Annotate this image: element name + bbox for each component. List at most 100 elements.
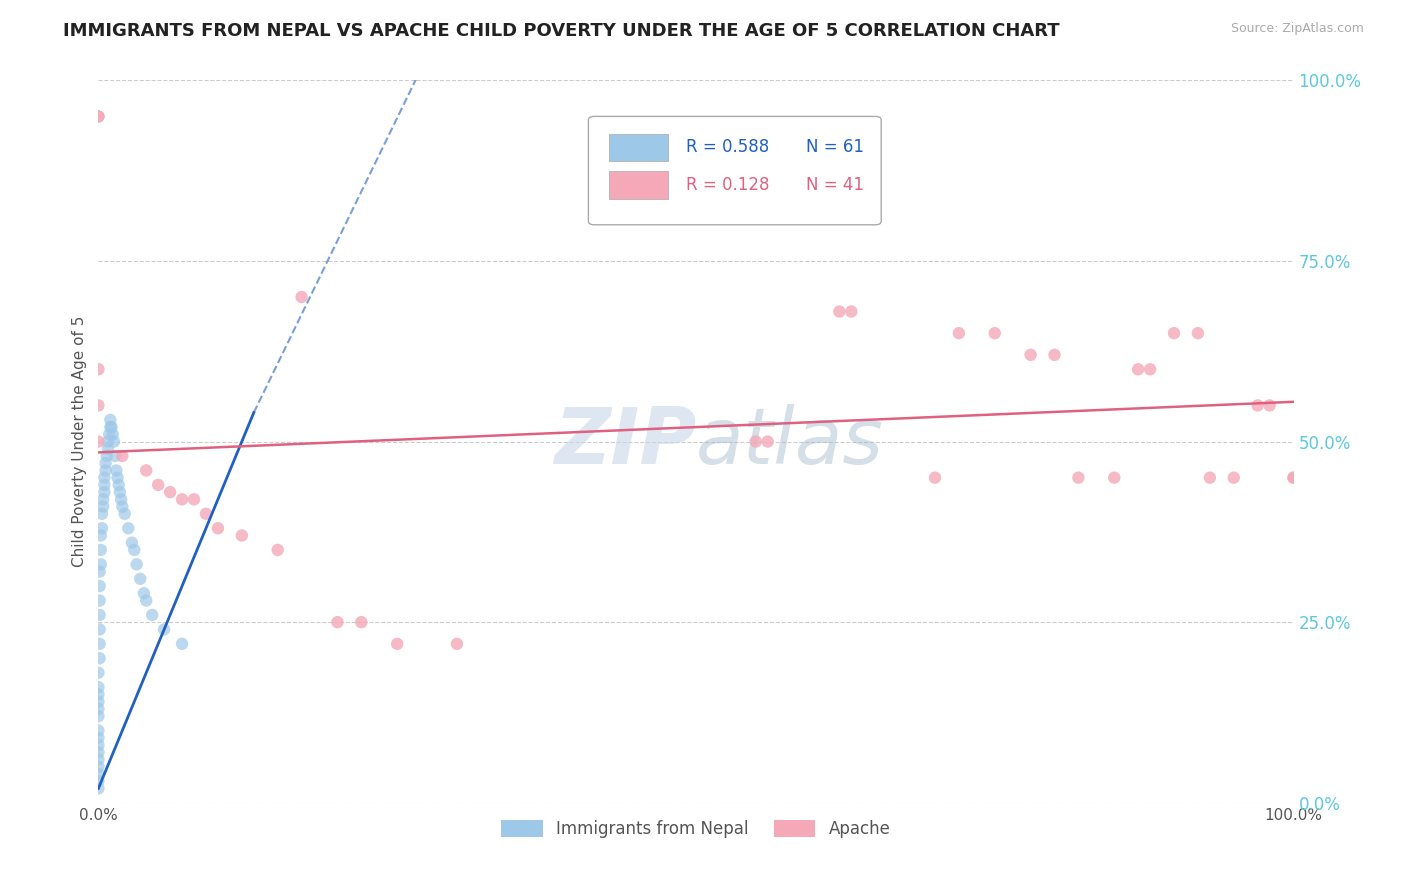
- FancyBboxPatch shape: [609, 171, 668, 199]
- Point: [87, 745, 110, 759]
- Point: [172, 492, 194, 507]
- Point: [326, 615, 349, 630]
- Point: [89, 637, 111, 651]
- Point: [87, 738, 110, 752]
- Point: [114, 507, 136, 521]
- Point: [948, 326, 970, 340]
- Point: [87, 752, 110, 766]
- Point: [135, 463, 157, 477]
- Text: N = 41: N = 41: [806, 176, 863, 194]
- Point: [87, 687, 110, 701]
- Point: [98, 420, 122, 434]
- Point: [89, 623, 111, 637]
- Point: [125, 558, 148, 572]
- FancyBboxPatch shape: [609, 134, 668, 161]
- Point: [148, 478, 170, 492]
- Point: [103, 434, 125, 449]
- Point: [87, 702, 110, 716]
- Point: [1258, 398, 1281, 412]
- Point: [141, 607, 163, 622]
- Point: [93, 485, 115, 500]
- Point: [117, 521, 139, 535]
- Point: [841, 304, 863, 318]
- Point: [132, 586, 155, 600]
- Point: [1067, 470, 1090, 484]
- Point: [108, 485, 131, 500]
- Point: [121, 535, 143, 549]
- Point: [89, 651, 111, 665]
- Point: [385, 637, 409, 651]
- Point: [350, 615, 373, 630]
- Point: [90, 528, 112, 542]
- Point: [828, 304, 851, 318]
- Point: [89, 607, 111, 622]
- Point: [1019, 348, 1042, 362]
- Point: [87, 110, 110, 124]
- Legend: Immigrants from Nepal, Apache: Immigrants from Nepal, Apache: [495, 814, 897, 845]
- Point: [291, 290, 314, 304]
- Text: ZIP: ZIP: [554, 403, 696, 480]
- Point: [87, 110, 110, 124]
- Point: [267, 542, 290, 557]
- Point: [1187, 326, 1209, 340]
- Point: [924, 470, 946, 484]
- Point: [111, 500, 134, 514]
- Point: [93, 478, 115, 492]
- Point: [231, 528, 253, 542]
- Point: [124, 542, 146, 557]
- Point: [100, 420, 122, 434]
- Point: [1223, 470, 1246, 484]
- Point: [159, 485, 181, 500]
- Point: [87, 362, 110, 376]
- Point: [87, 680, 110, 694]
- Y-axis label: Child Poverty Under the Age of 5: Child Poverty Under the Age of 5: [72, 316, 87, 567]
- Point: [89, 593, 111, 607]
- Point: [87, 781, 110, 796]
- Point: [87, 767, 110, 781]
- Point: [129, 572, 152, 586]
- Point: [195, 507, 218, 521]
- Point: [87, 398, 110, 412]
- Point: [101, 427, 124, 442]
- Point: [90, 542, 112, 557]
- Point: [756, 434, 779, 449]
- Point: [984, 326, 1007, 340]
- Point: [1282, 470, 1305, 484]
- Point: [91, 507, 114, 521]
- Point: [1199, 470, 1222, 484]
- Point: [87, 731, 110, 745]
- Point: [105, 463, 128, 477]
- Point: [153, 623, 176, 637]
- Point: [107, 470, 129, 484]
- Point: [207, 521, 229, 535]
- Text: R = 0.588: R = 0.588: [686, 138, 769, 156]
- Point: [90, 558, 112, 572]
- Point: [1247, 398, 1270, 412]
- Text: atlas: atlas: [696, 403, 884, 480]
- Point: [94, 463, 117, 477]
- Point: [98, 427, 121, 442]
- Point: [1104, 470, 1126, 484]
- Point: [87, 434, 110, 449]
- Point: [97, 434, 120, 449]
- Point: [1163, 326, 1185, 340]
- Point: [91, 521, 114, 535]
- Point: [87, 774, 110, 789]
- Point: [1043, 348, 1066, 362]
- Point: [87, 760, 110, 774]
- Point: [89, 565, 111, 579]
- Point: [87, 723, 110, 738]
- Point: [87, 695, 110, 709]
- Point: [107, 478, 129, 492]
- Point: [94, 456, 117, 470]
- Point: [87, 709, 110, 723]
- Point: [98, 413, 122, 427]
- Point: [135, 593, 157, 607]
- Point: [446, 637, 468, 651]
- Text: R = 0.128: R = 0.128: [686, 176, 770, 194]
- Point: [104, 449, 127, 463]
- Point: [87, 665, 110, 680]
- Point: [111, 449, 134, 463]
- Text: IMMIGRANTS FROM NEPAL VS APACHE CHILD POVERTY UNDER THE AGE OF 5 CORRELATION CHA: IMMIGRANTS FROM NEPAL VS APACHE CHILD PO…: [63, 22, 1060, 40]
- Point: [89, 579, 111, 593]
